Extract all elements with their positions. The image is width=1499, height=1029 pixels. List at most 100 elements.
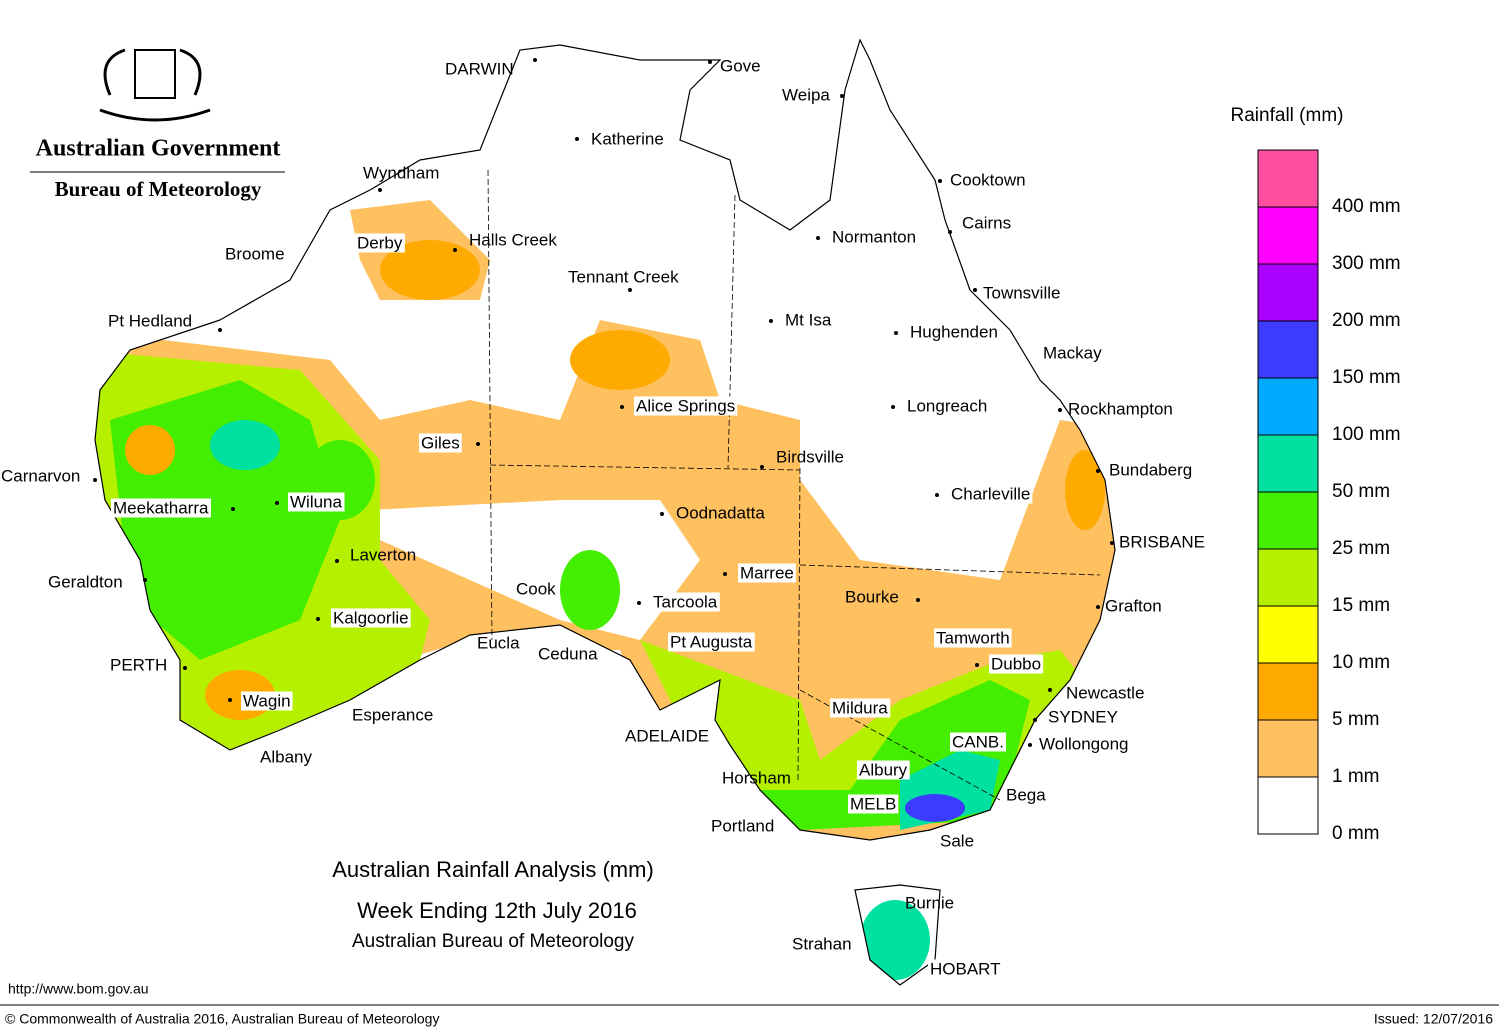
place-label: Marree [740, 563, 794, 582]
agency-name: Australian Government [36, 136, 281, 162]
legend-label: 15 mm [1332, 595, 1390, 616]
place-label: Katherine [591, 129, 664, 148]
label-box [934, 628, 1012, 648]
label-box [111, 498, 211, 518]
label-box [857, 760, 910, 780]
place-label: Broome [225, 244, 285, 263]
legend-label: 10 mm [1332, 652, 1390, 673]
place-label: Strahan [792, 934, 852, 953]
label-box [419, 433, 462, 453]
place-dot [975, 663, 979, 667]
place-label: PERTH [110, 655, 167, 674]
title-line: Australian Bureau of Meteorology [352, 931, 634, 952]
place-label: Alice Springs [636, 396, 735, 415]
legend-swatch [1257, 320, 1319, 379]
place-label: Tamworth [936, 628, 1010, 647]
place-label: Carnarvon [1, 466, 80, 485]
label-box [830, 698, 891, 718]
place-label: Pt Hedland [108, 311, 192, 330]
place-dot [1058, 408, 1062, 412]
legend-swatch [1257, 149, 1319, 208]
place-dot [891, 405, 895, 409]
title-line: Week Ending 12th July 2016 [357, 898, 637, 923]
place-label: Kalgoorlie [333, 608, 409, 627]
legend-swatch [1257, 662, 1319, 721]
label-box [989, 654, 1044, 674]
place-label: SYDNEY [1048, 707, 1118, 726]
place-dot [335, 559, 339, 563]
label-box [355, 233, 405, 253]
place-label: Gove [720, 56, 761, 75]
place-dot [938, 179, 942, 183]
place-labels: DARWIN Gove Weipa Katherine Wyndham Cooktown D… [1, 56, 1205, 979]
place-dot [948, 230, 952, 234]
place-label: Eucla [477, 633, 520, 652]
place-dot [637, 601, 641, 605]
label-box [651, 592, 720, 612]
place-dot [275, 501, 279, 505]
place-label: Normanton [832, 227, 916, 246]
label-box [738, 563, 796, 583]
place-label: Pt Augusta [670, 632, 753, 651]
place-label: Tennant Creek [568, 267, 679, 286]
place-dot [231, 507, 235, 511]
legend-label: 100 mm [1332, 424, 1401, 445]
place-dot [575, 137, 579, 141]
place-label: Burnie [905, 893, 954, 912]
legend-label: 25 mm [1332, 538, 1390, 559]
place-label: HOBART [930, 959, 1001, 978]
place-label: Rockhampton [1068, 399, 1173, 418]
place-label: Horsham [722, 768, 791, 787]
place-dot [1096, 469, 1100, 473]
place-label: Mildura [832, 698, 888, 717]
place-dot [628, 288, 632, 292]
place-label: DARWIN [445, 59, 514, 78]
place-dot [378, 188, 382, 192]
place-label: Laverton [350, 545, 416, 564]
place-dot [93, 478, 97, 482]
logo: Australian Government Bureau of Meteorol… [30, 48, 285, 201]
place-dot [1096, 605, 1100, 609]
legend-swatch [1257, 719, 1319, 778]
legend-label: 400 mm [1332, 196, 1401, 217]
place-label: Derby [357, 233, 403, 252]
place-label: Wollongong [1039, 734, 1128, 753]
label-box [288, 492, 345, 512]
place-dot [660, 512, 664, 516]
place-label: Tarcoola [653, 592, 718, 611]
place-label: Weipa [782, 85, 830, 104]
place-label: Birdsville [776, 447, 844, 466]
legend-swatch [1257, 263, 1319, 322]
legend-label: 5 mm [1332, 709, 1380, 730]
legend-swatch [1257, 206, 1319, 265]
footer-issued: Issued: 12/07/2016 [1374, 1011, 1493, 1027]
place-label: Bega [1006, 785, 1046, 804]
place-label: Portland [711, 816, 774, 835]
place-label: Meekatharra [113, 498, 209, 517]
place-dot [620, 405, 624, 409]
place-label: Giles [421, 433, 460, 452]
place-dot [1028, 743, 1032, 747]
place-dot [840, 94, 844, 98]
label-box [634, 396, 738, 416]
legend-label: 300 mm [1332, 253, 1401, 274]
place-label: Bourke [845, 587, 899, 606]
place-dot [973, 288, 977, 292]
place-dot [533, 58, 537, 62]
place-label: Mt Isa [785, 310, 832, 329]
place-label: Geraldton [48, 572, 123, 591]
label-box [241, 691, 293, 711]
place-label: Wyndham [363, 163, 439, 182]
place-label: Oodnadatta [676, 503, 765, 522]
label-box [514, 579, 559, 599]
place-dot [143, 578, 147, 582]
bureau-name: Bureau of Meteorology [55, 177, 262, 201]
place-label: Albany [260, 747, 312, 766]
legend-swatch [1257, 548, 1319, 607]
title-line: Australian Rainfall Analysis (mm) [332, 857, 654, 882]
place-label: Townsville [983, 283, 1060, 302]
place-label: CANB. [952, 732, 1004, 751]
place-dot [1033, 718, 1037, 722]
legend-label: 1 mm [1332, 766, 1380, 787]
